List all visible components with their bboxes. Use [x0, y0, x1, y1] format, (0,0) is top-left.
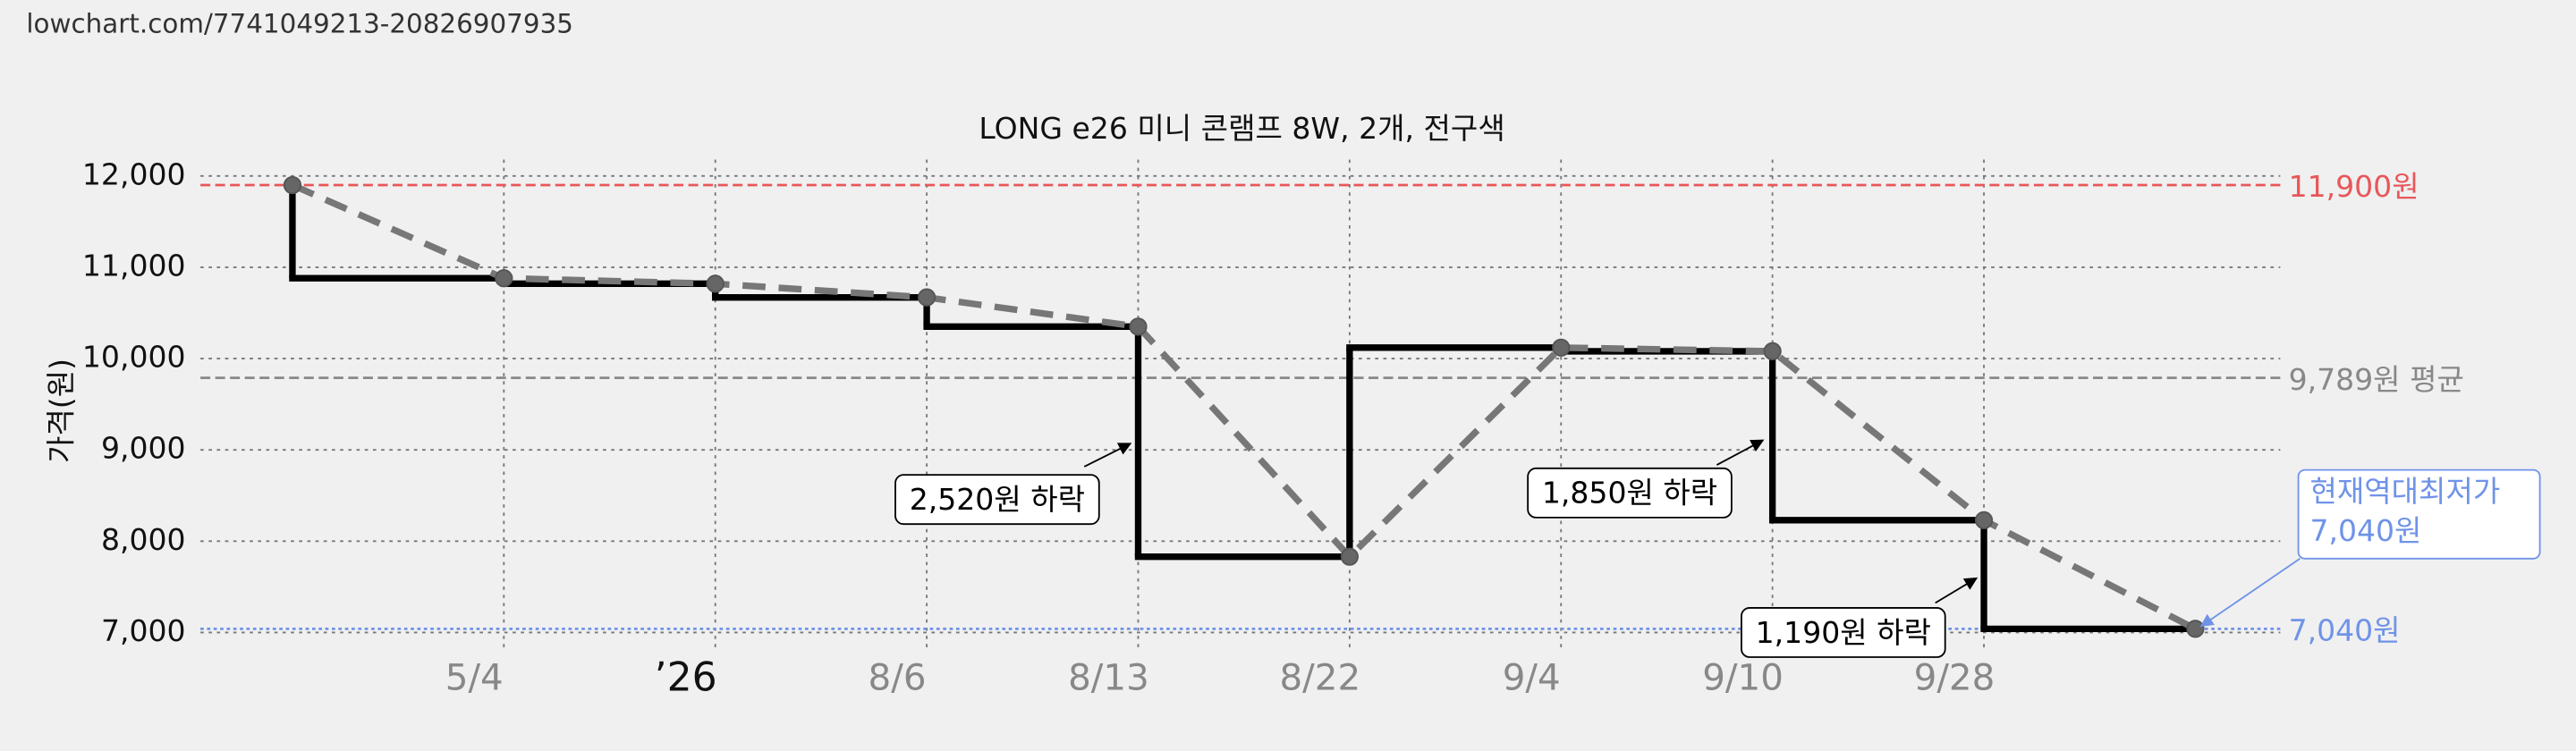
callout-label: 현재역대최저가: [2309, 474, 2500, 509]
x-tick-label: 9/10: [1702, 656, 1784, 699]
price-point: [283, 175, 302, 195]
chart-title: LONG e26 미니 콘램프 8W, 2개, 전구색: [979, 111, 1504, 146]
price-point: [1129, 317, 1148, 336]
price-point: [2186, 620, 2205, 638]
x-tick-label: 8/6: [869, 656, 927, 699]
x-tick-label: 8/22: [1279, 656, 1360, 699]
annotation-arrow: [1935, 577, 1979, 604]
price-point: [1552, 338, 1571, 357]
source-url: lowchart.com/7741049213-20826907935: [26, 8, 573, 38]
y-tick-label: 12,000: [82, 156, 186, 191]
x-tick-label: 5/4: [445, 656, 504, 699]
reference-label: 9,789원 평균: [2289, 362, 2464, 397]
price-point: [1340, 547, 1359, 566]
annotation-label: 1,190원 하락: [1756, 615, 1931, 650]
y-tick-label: 9,000: [101, 431, 186, 466]
annotation-arrow: [1083, 443, 1132, 468]
x-tick-label: ’26: [655, 655, 717, 701]
y-tick-label: 10,000: [82, 340, 186, 375]
price-point: [917, 288, 936, 307]
reference-label: 7,040원: [2289, 613, 2401, 648]
y-axis-label: 가격(원): [43, 359, 78, 463]
annotation-label: 1,850원 하락: [1542, 476, 1717, 511]
x-tick-label: 9/4: [1503, 656, 1561, 699]
annotation-box: [894, 474, 1100, 526]
price-point: [1763, 342, 1782, 361]
y-tick-label: 11,000: [82, 248, 186, 283]
y-tick-label: 8,000: [101, 522, 186, 557]
price-point: [1974, 511, 1994, 529]
price-point: [495, 269, 513, 288]
annotation-box: [1741, 606, 1946, 658]
annotation-label: 2,520원 하락: [910, 482, 1085, 517]
y-tick-label: 7,000: [101, 613, 186, 648]
x-tick-label: 9/28: [1914, 656, 1996, 699]
callout-arrow: [2199, 558, 2301, 628]
annotation-arrow: [1716, 439, 1765, 466]
x-tick-label: 8/13: [1068, 656, 1149, 699]
reference-label: 11,900원: [2289, 169, 2419, 204]
callout-label: 7,040원: [2309, 513, 2421, 548]
trend-line: [291, 181, 2198, 632]
price-point: [706, 274, 724, 293]
annotation-box: [1527, 467, 1733, 519]
callout-box: [2297, 468, 2541, 560]
